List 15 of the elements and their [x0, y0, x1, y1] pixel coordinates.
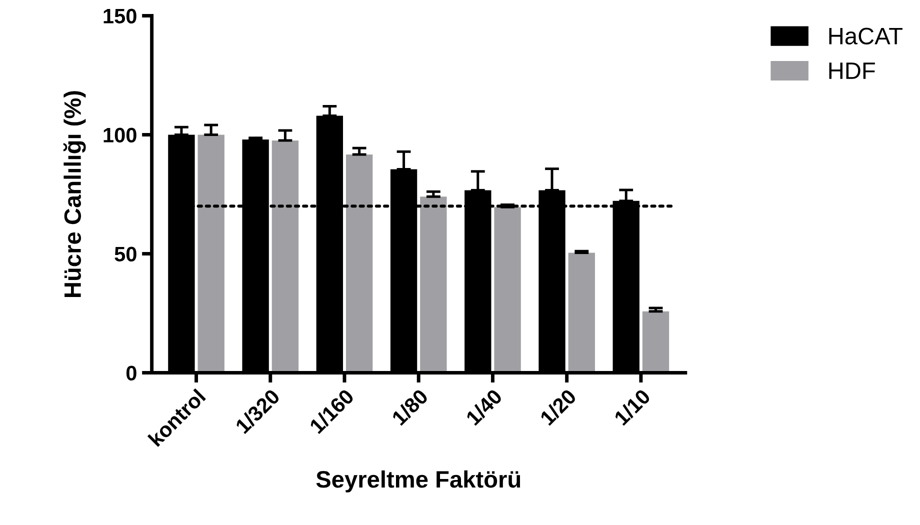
bar: [420, 196, 447, 373]
y-tick-label: 100: [104, 128, 136, 143]
y-axis-title: Hücre Canlılığı (%): [63, 91, 86, 297]
y-tick-label: 0: [126, 366, 136, 381]
bar: [346, 154, 373, 373]
x-axis-title: Seyreltme Faktörü: [316, 470, 520, 492]
bar: [568, 252, 595, 373]
bar: [272, 140, 299, 373]
y-tick-label: 50: [114, 246, 136, 262]
bar: [198, 134, 224, 373]
bar: [494, 207, 521, 373]
bar: [642, 311, 670, 373]
legend-label: HaCAT: [829, 28, 902, 44]
y-tick-label: 150: [104, 8, 136, 24]
legend-label: HDF: [829, 62, 875, 79]
